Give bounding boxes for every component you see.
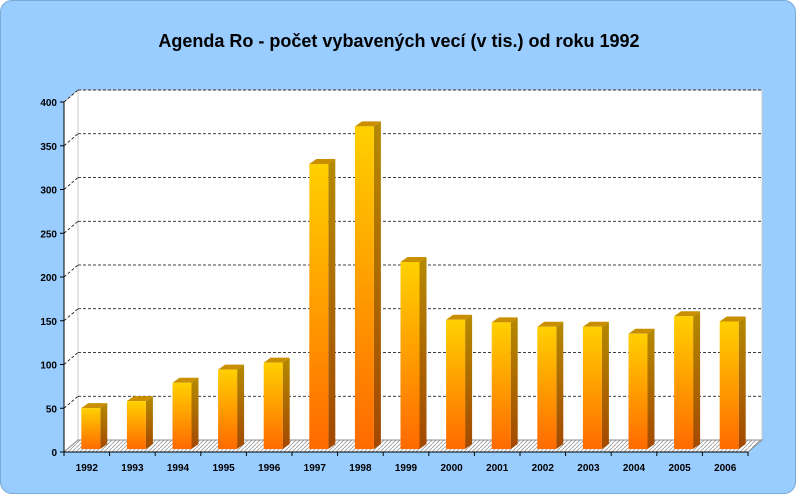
bar <box>354 126 374 449</box>
y-tick-label: 350 <box>40 142 57 153</box>
y-tick-label: 0 <box>51 448 57 459</box>
bar-top <box>400 257 427 262</box>
bar-side <box>237 364 245 449</box>
gridline-side <box>63 352 79 365</box>
y-tick-label: 100 <box>40 361 57 372</box>
bar <box>674 316 694 449</box>
bar-side <box>601 321 609 449</box>
x-tick-label: 1996 <box>258 463 281 474</box>
x-tick-label: 1992 <box>76 463 99 474</box>
x-tick-label: 2004 <box>623 463 646 474</box>
x-tick-label: 1995 <box>212 463 235 474</box>
gridline-side <box>63 89 79 103</box>
x-tick-label: 2005 <box>668 463 691 474</box>
bar <box>582 326 602 449</box>
bar-side <box>647 328 655 449</box>
y-tick-label: 300 <box>40 186 57 197</box>
x-tick-label: 2002 <box>532 463 555 474</box>
x-tick-label: 2001 <box>486 463 509 474</box>
bar-top <box>81 403 108 409</box>
bar-top <box>172 377 199 383</box>
bar <box>81 408 101 449</box>
gridline-side <box>63 308 79 322</box>
bar-top <box>354 121 381 127</box>
bar-top <box>674 311 701 317</box>
bar-top <box>719 316 746 322</box>
y-tick-label: 150 <box>40 317 57 328</box>
bar <box>628 333 648 449</box>
x-tick-label: 2003 <box>577 463 600 474</box>
bar-top <box>446 314 473 320</box>
chart-title: Agenda Ro - počet vybavených vecí (v tis… <box>158 31 640 51</box>
bar-side <box>191 377 199 449</box>
bar-side <box>556 321 564 449</box>
bar <box>400 262 420 449</box>
gridline-side <box>63 220 79 234</box>
bar <box>172 382 192 449</box>
bar <box>537 326 557 449</box>
bar-top <box>537 321 564 327</box>
y-tick-label: 400 <box>40 98 57 109</box>
bar-top <box>491 317 518 323</box>
y-tick-label: 250 <box>40 229 57 240</box>
bar-top <box>309 159 336 164</box>
bar-side <box>510 317 518 449</box>
bar-top <box>126 396 153 402</box>
bar-side <box>328 159 336 449</box>
bar-top <box>582 321 609 327</box>
bar-side <box>693 311 701 449</box>
bar-side <box>100 403 108 449</box>
gridline-side <box>63 395 79 409</box>
x-tick-label: 2000 <box>440 463 463 474</box>
bar-side <box>373 121 381 449</box>
bar <box>309 164 329 449</box>
bar <box>719 321 739 449</box>
bar-side <box>465 314 473 449</box>
bar <box>218 369 238 449</box>
bar <box>126 401 146 449</box>
x-tick-label: 1997 <box>304 463 327 474</box>
x-tick-label: 1994 <box>167 463 190 474</box>
bar <box>491 322 511 449</box>
gridline-side <box>63 133 79 147</box>
gridline-side <box>63 177 79 190</box>
x-tick-label: 1993 <box>121 463 144 474</box>
bar-side <box>145 396 153 449</box>
bar <box>263 362 283 449</box>
bar-side <box>419 257 427 449</box>
bar-side <box>738 316 746 449</box>
bar-top <box>263 357 290 363</box>
gridline-side <box>63 264 79 278</box>
x-tick-label: 1998 <box>349 463 372 474</box>
bar-top <box>628 328 655 334</box>
x-tick-label: 1999 <box>395 463 418 474</box>
y-tick-label: 200 <box>40 273 57 284</box>
bar-top <box>218 364 245 370</box>
y-tick-label: 50 <box>46 404 58 415</box>
bar <box>446 319 466 449</box>
x-tick-label: 2006 <box>714 463 737 474</box>
bar-side <box>282 357 290 449</box>
